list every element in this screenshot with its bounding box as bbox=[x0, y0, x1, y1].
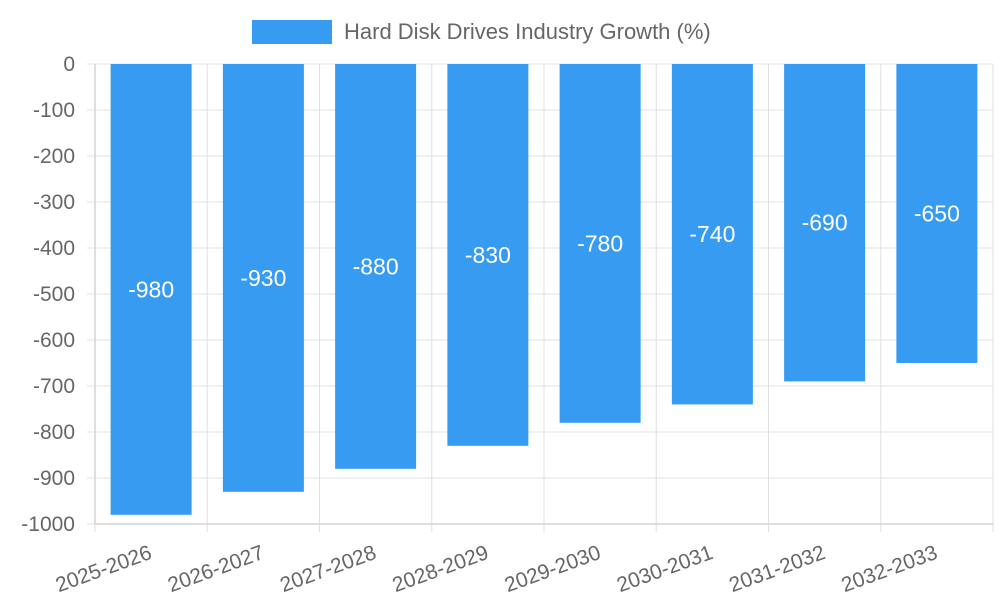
y-tick-label: -400 bbox=[33, 237, 75, 260]
bar[interactable] bbox=[896, 64, 978, 363]
y-tick-label: -600 bbox=[33, 329, 75, 352]
bar-value-label: -980 bbox=[128, 276, 174, 302]
x-tick-label: 2028-2029 bbox=[389, 541, 491, 597]
bar[interactable] bbox=[559, 64, 641, 423]
data-labels-layer: -980 -930 -880 -830 -780 -740 -690 -650 bbox=[128, 201, 960, 303]
x-tick-label: 2032-2033 bbox=[838, 541, 940, 597]
bar[interactable] bbox=[335, 64, 417, 469]
y-tick-label: -1000 bbox=[21, 513, 75, 536]
y-tick-label: -100 bbox=[33, 99, 75, 122]
x-tick-label: 2027-2028 bbox=[277, 541, 379, 597]
y-tick-label: -900 bbox=[33, 467, 75, 490]
y-tick-label: -300 bbox=[33, 191, 75, 214]
bar-value-label: -690 bbox=[802, 210, 848, 236]
bar-value-label: -740 bbox=[689, 221, 735, 247]
x-tick-label: 2025-2026 bbox=[53, 541, 155, 597]
bar-value-label: -930 bbox=[240, 265, 286, 291]
bar-value-label: -650 bbox=[914, 201, 960, 227]
bar-value-label: -830 bbox=[465, 242, 511, 268]
bar[interactable] bbox=[784, 64, 866, 382]
legend-swatch[interactable] bbox=[252, 20, 332, 44]
bar[interactable] bbox=[671, 64, 753, 405]
x-tick-label: 2031-2032 bbox=[726, 541, 828, 597]
y-tick-label: -800 bbox=[33, 421, 75, 444]
bar-value-label: -780 bbox=[577, 230, 623, 256]
bar-value-label: -880 bbox=[353, 253, 399, 279]
y-tick-label: 0 bbox=[63, 53, 75, 76]
x-tick-label: 2030-2031 bbox=[614, 541, 716, 597]
bar[interactable] bbox=[447, 64, 529, 446]
y-tick-label: -700 bbox=[33, 375, 75, 398]
bars-layer bbox=[110, 64, 978, 515]
y-tick-label: -500 bbox=[33, 283, 75, 306]
legend[interactable]: Hard Disk Drives Industry Growth (%) bbox=[252, 19, 711, 44]
legend-label[interactable]: Hard Disk Drives Industry Growth (%) bbox=[344, 19, 711, 44]
bar[interactable] bbox=[222, 64, 304, 492]
y-tick-label: -200 bbox=[33, 145, 75, 168]
bar[interactable] bbox=[110, 64, 192, 515]
x-tick-label: 2026-2027 bbox=[165, 541, 267, 597]
x-tick-label: 2029-2030 bbox=[502, 541, 604, 597]
